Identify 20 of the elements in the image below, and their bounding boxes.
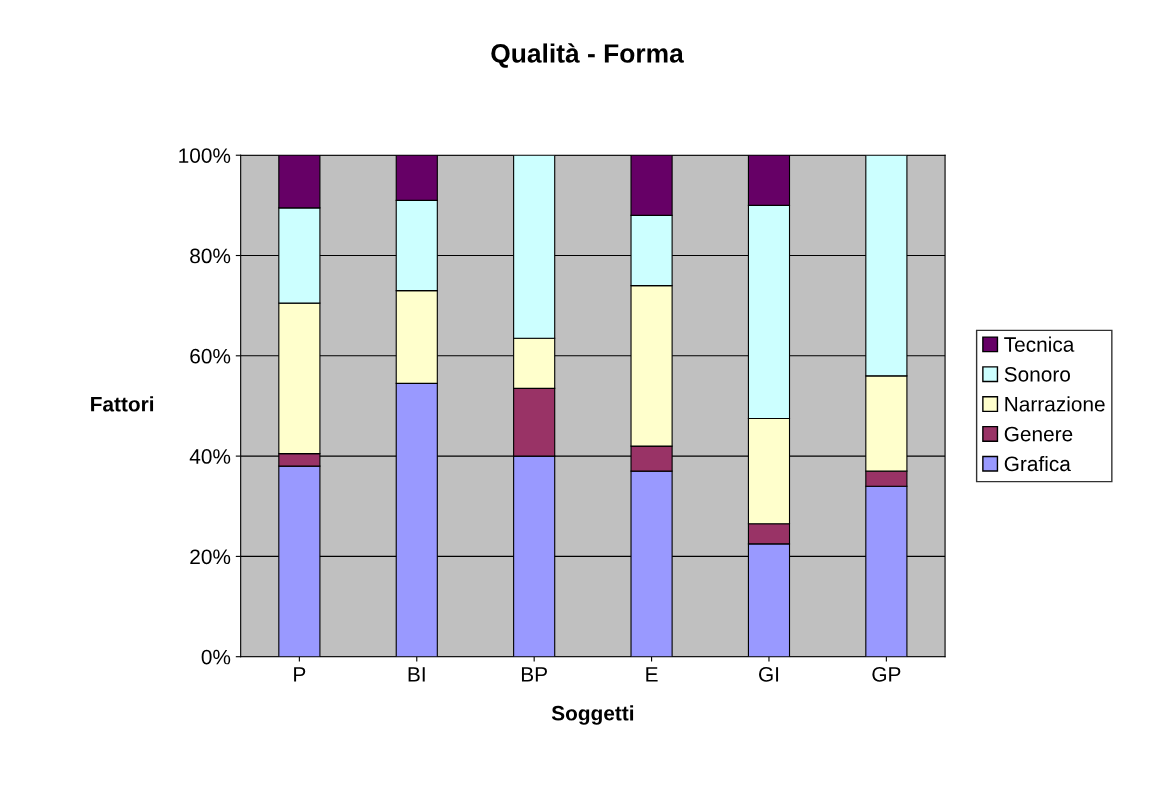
y-tick-label: 80% [190,248,231,264]
x-tick-label: BI [408,667,425,682]
chart-title: Qualità - Forma [491,43,684,68]
y-tick-label: 20% [190,549,231,565]
x-tick-label: P [294,667,306,682]
y-tick-label: 40% [189,449,231,464]
legend-label: Tecnica [1004,336,1075,352]
legend-label: Genere [1004,426,1073,442]
x-tick-label: GI [759,666,779,682]
x-axis-title: Soggetti [551,705,634,725]
legend-label: Narrazione [1005,396,1105,412]
x-tick-label: E [646,667,658,682]
y-tick-label: 60% [190,348,231,364]
legend-label: Sonoro [1004,366,1071,382]
y-tick-label: 100% [179,148,231,163]
y-tick-label: 0% [201,649,231,665]
x-tick-label: GP [872,666,901,682]
y-axis-title: Fattori [91,396,154,412]
x-tick-label: BP [521,667,547,682]
legend-label: Grafica [1004,455,1071,472]
